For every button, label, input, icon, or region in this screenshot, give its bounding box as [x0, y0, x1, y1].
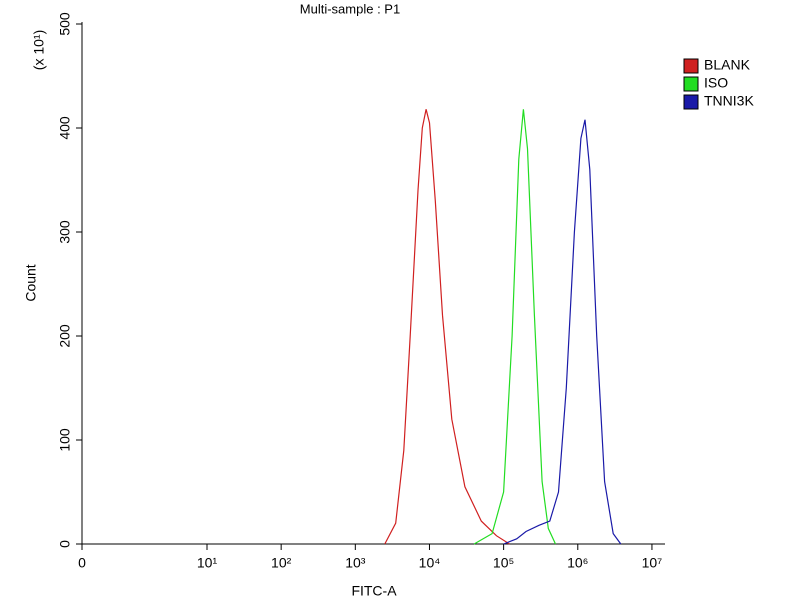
legend-swatch [683, 76, 699, 92]
series-line [384, 109, 510, 545]
x-tick-label: 0 [78, 555, 86, 571]
x-axis-label: FITC-A [351, 583, 397, 599]
legend-label: BLANK [704, 57, 751, 73]
legend-label: TNNI3K [704, 93, 754, 109]
x-tick-label: 10⁴ [419, 555, 441, 571]
x-tick-label: 10⁶ [567, 555, 588, 571]
legend-swatch [683, 58, 699, 74]
y-tick-label: 300 [57, 220, 73, 244]
y-tick-label: 0 [57, 540, 73, 548]
x-tick-label: 10⁷ [642, 555, 663, 571]
legend-label: ISO [704, 75, 728, 91]
x-tick-label: 10¹ [197, 555, 218, 571]
y-tick-label: 500 [57, 12, 73, 36]
y-tick-label: 200 [57, 324, 73, 348]
y-tick-label: 400 [57, 116, 73, 140]
x-tick-label: 10³ [345, 555, 366, 571]
x-tick-label: 10² [271, 555, 292, 571]
series-line [473, 109, 557, 545]
chart-title: Multi-sample : P1 [300, 1, 400, 16]
series-line [503, 119, 622, 545]
legend-swatch [683, 94, 699, 110]
y-multiplier: (x 10¹) [31, 30, 47, 70]
x-tick-label: 10⁵ [493, 555, 514, 571]
y-tick-label: 100 [57, 428, 73, 452]
y-axis-label: Count [23, 264, 39, 301]
